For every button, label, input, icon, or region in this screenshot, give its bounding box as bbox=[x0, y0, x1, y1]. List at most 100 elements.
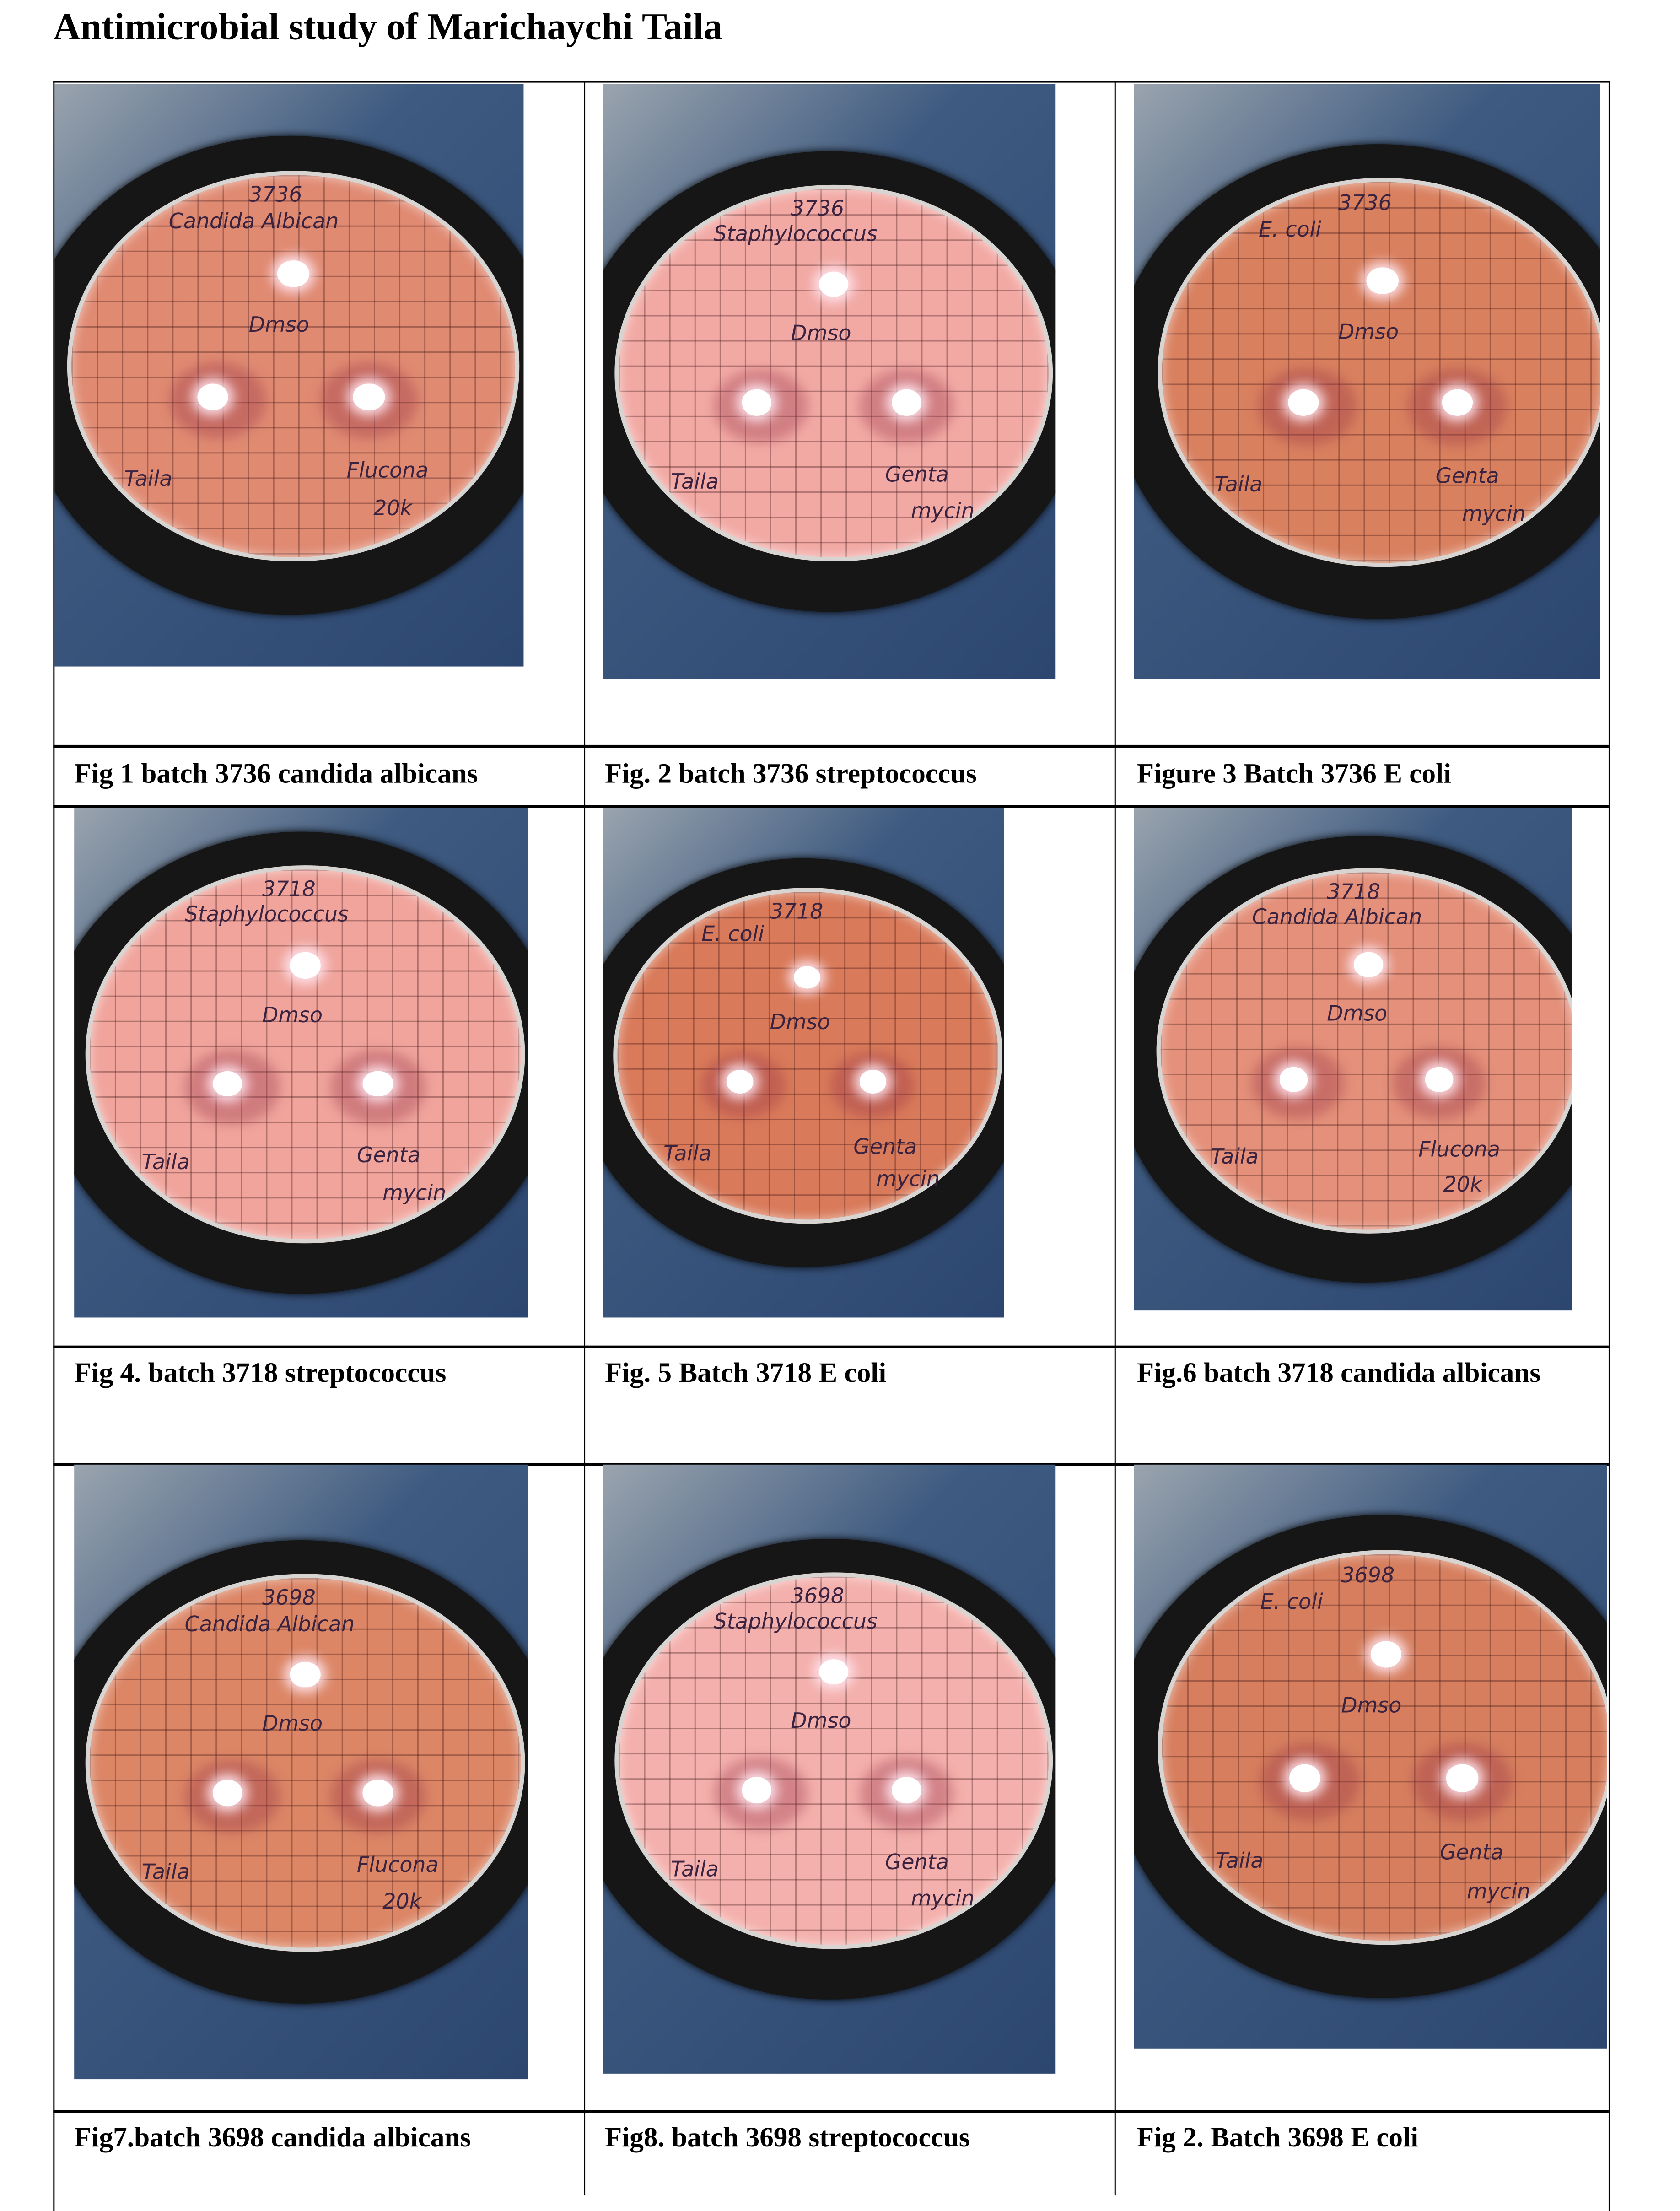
petri-dish-photo: 3718 Candida Albican Dmso Taila Flucona 20k bbox=[1134, 808, 1572, 1311]
table-row-divider bbox=[53, 805, 1609, 808]
plate-label-sample: Taila bbox=[1215, 1847, 1264, 1873]
plate-label-drug2: 20k bbox=[1443, 1172, 1482, 1198]
plate-label-number: 3718 bbox=[1327, 879, 1381, 905]
petri-dish-agar: 3736 Candida Albican Dmso Taila Flucona 20k bbox=[66, 170, 520, 562]
well-spot bbox=[1424, 1067, 1454, 1092]
plate-label-drug: Genta bbox=[853, 1134, 917, 1159]
petri-dish-photo: 3736 Staphylococcus Dmso Taila Genta mycin bbox=[603, 84, 1056, 679]
petri-dish-photo: 3736 E. coli Dmso Taila Genta mycin bbox=[1134, 84, 1600, 679]
well-spot bbox=[1354, 952, 1383, 978]
figure-caption: Fig. 5 Batch 3718 E coli bbox=[604, 1358, 887, 1389]
plate-label-control: Dmso bbox=[1327, 1001, 1388, 1026]
plate-label-drug: Genta bbox=[1435, 464, 1499, 489]
plate-label-drug2: mycin bbox=[1466, 1878, 1530, 1904]
plate-label-control: Dmso bbox=[248, 312, 309, 338]
figure-caption: Fig. 2 batch 3736 streptococcus bbox=[604, 759, 977, 790]
page-title: Antimicrobial study of Marichaychi Taila bbox=[53, 5, 723, 48]
petri-dish-photo: 3736 Candida Albican Dmso Taila Flucona 20k bbox=[54, 84, 524, 667]
well-spot bbox=[1287, 389, 1319, 416]
plate-label-control: Dmso bbox=[1338, 319, 1399, 345]
plate-label-organism: Staphylococcus bbox=[184, 902, 349, 928]
petri-dish-photo: 3718 E. coli Dmso Taila Genta mycin bbox=[603, 808, 1004, 1318]
plate-label-organism: Candida Albican bbox=[184, 1611, 355, 1637]
figure-caption: Fig 2. Batch 3698 E coli bbox=[1136, 2122, 1419, 2154]
plate-label-drug2: mycin bbox=[876, 1166, 940, 1192]
petri-dish-agar: 3698 E. coli Dmso Taila Genta mycin bbox=[1157, 1550, 1607, 1945]
well-spot bbox=[1279, 1067, 1308, 1092]
petri-dish-photo: 3718 Staphylococcus Dmso Taila Genta mycin bbox=[74, 808, 528, 1318]
well-spot bbox=[1370, 1641, 1402, 1668]
table-row-divider bbox=[53, 81, 1609, 83]
well-spot bbox=[726, 1070, 753, 1093]
plate-label-organism: E. coli bbox=[1260, 1589, 1323, 1614]
figure-caption: Fig.6 batch 3718 candida albicans bbox=[1136, 1358, 1541, 1389]
figure-caption: Figure 3 Batch 3736 E coli bbox=[1136, 759, 1452, 790]
well-spot bbox=[818, 1659, 849, 1685]
plate-label-drug2: 20k bbox=[382, 1889, 422, 1914]
well-spot bbox=[891, 1777, 922, 1803]
plate-label-number: 3698 bbox=[791, 1583, 845, 1609]
plate-label-control: Dmso bbox=[791, 321, 851, 347]
plate-label-control: Dmso bbox=[770, 1009, 830, 1035]
table-row-divider bbox=[53, 2110, 1609, 2113]
plate-label-number: 3698 bbox=[262, 1585, 316, 1611]
well-spot bbox=[1289, 1764, 1321, 1792]
plate-label-organism: E. coli bbox=[1259, 216, 1322, 242]
plate-label-sample: Taila bbox=[141, 1859, 190, 1885]
plate-label-drug: Genta bbox=[1440, 1839, 1504, 1866]
table-column-divider bbox=[1114, 81, 1116, 2196]
petri-dish-agar: 3718 E. coli Dmso Taila Genta mycin bbox=[614, 888, 1002, 1223]
plate-label-drug: Genta bbox=[885, 461, 949, 487]
petri-dish-agar: 3718 Candida Albican Dmso Taila Flucona 20k bbox=[1156, 868, 1572, 1234]
plate-label-sample: Taila bbox=[663, 1140, 712, 1166]
petri-dish-agar: 3736 E. coli Dmso Taila Genta mycin bbox=[1157, 178, 1600, 567]
well-spot bbox=[891, 389, 922, 415]
plate-label-sample: Taila bbox=[141, 1150, 190, 1176]
table-column-divider bbox=[584, 81, 586, 2196]
plate-label-organism: E. coli bbox=[701, 922, 765, 947]
well-spot bbox=[363, 1070, 393, 1097]
plate-label-drug2: mycin bbox=[910, 1886, 975, 1911]
plate-label-control: Dmso bbox=[1341, 1693, 1402, 1719]
well-spot bbox=[197, 383, 229, 410]
well-spot bbox=[859, 1070, 886, 1093]
well-spot bbox=[363, 1780, 393, 1806]
plate-label-drug2: mycin bbox=[382, 1180, 447, 1205]
plate-label-organism: Staphylococcus bbox=[713, 1609, 878, 1634]
figure-caption: Fig7.batch 3698 candida albicans bbox=[74, 2122, 471, 2154]
well-spot bbox=[290, 1661, 320, 1688]
well-spot bbox=[1446, 1764, 1478, 1792]
plate-label-drug2: mycin bbox=[1462, 502, 1526, 527]
plate-label-control: Dmso bbox=[262, 1711, 323, 1737]
plate-label-drug: Flucona bbox=[1418, 1137, 1500, 1162]
plate-label-number: 3718 bbox=[770, 899, 824, 924]
plate-label-sample: Taila bbox=[670, 1856, 719, 1882]
petri-dish-photo: 3698 Candida Albican Dmso Taila Flucona 20k bbox=[74, 1464, 528, 2080]
plate-label-drug: Flucona bbox=[356, 1852, 439, 1877]
plate-label-number: 3736 bbox=[1338, 189, 1392, 216]
figure-caption: Fig8. batch 3698 streptococcus bbox=[604, 2122, 970, 2154]
petri-dish-photo: 3698 E. coli Dmso Taila Genta mycin bbox=[1134, 1464, 1607, 2049]
well-spot bbox=[794, 965, 821, 989]
plate-label-sample: Taila bbox=[1214, 471, 1263, 497]
plate-label-drug: Genta bbox=[356, 1143, 420, 1168]
plate-label-drug2: mycin bbox=[910, 498, 975, 524]
well-spot bbox=[212, 1070, 243, 1097]
well-spot bbox=[353, 383, 385, 410]
petri-dish-agar: 3718 Staphylococcus Dmso Taila Genta mycin bbox=[86, 864, 525, 1244]
plate-label-number: 3718 bbox=[262, 876, 316, 902]
table-row-divider bbox=[53, 1345, 1609, 1348]
well-spot bbox=[741, 389, 772, 415]
well-spot bbox=[212, 1780, 243, 1806]
well-spot bbox=[1367, 268, 1398, 295]
petri-dish-photo: 3698 Staphylococcus Dmso Taila Genta mycin bbox=[603, 1464, 1056, 2074]
plate-label-number: 3736 bbox=[248, 182, 302, 208]
table-row-divider bbox=[53, 1463, 1609, 1466]
petri-dish-agar: 3698 Candida Albican Dmso Taila Flucona 20k bbox=[86, 1574, 525, 1952]
plate-label-control: Dmso bbox=[262, 1002, 323, 1028]
plate-label-sample: Taila bbox=[124, 465, 172, 491]
table-row-divider bbox=[53, 744, 1609, 748]
plate-label-drug: Flucona bbox=[346, 458, 429, 483]
figure-caption: Fig 4. batch 3718 streptococcus bbox=[74, 1358, 447, 1389]
